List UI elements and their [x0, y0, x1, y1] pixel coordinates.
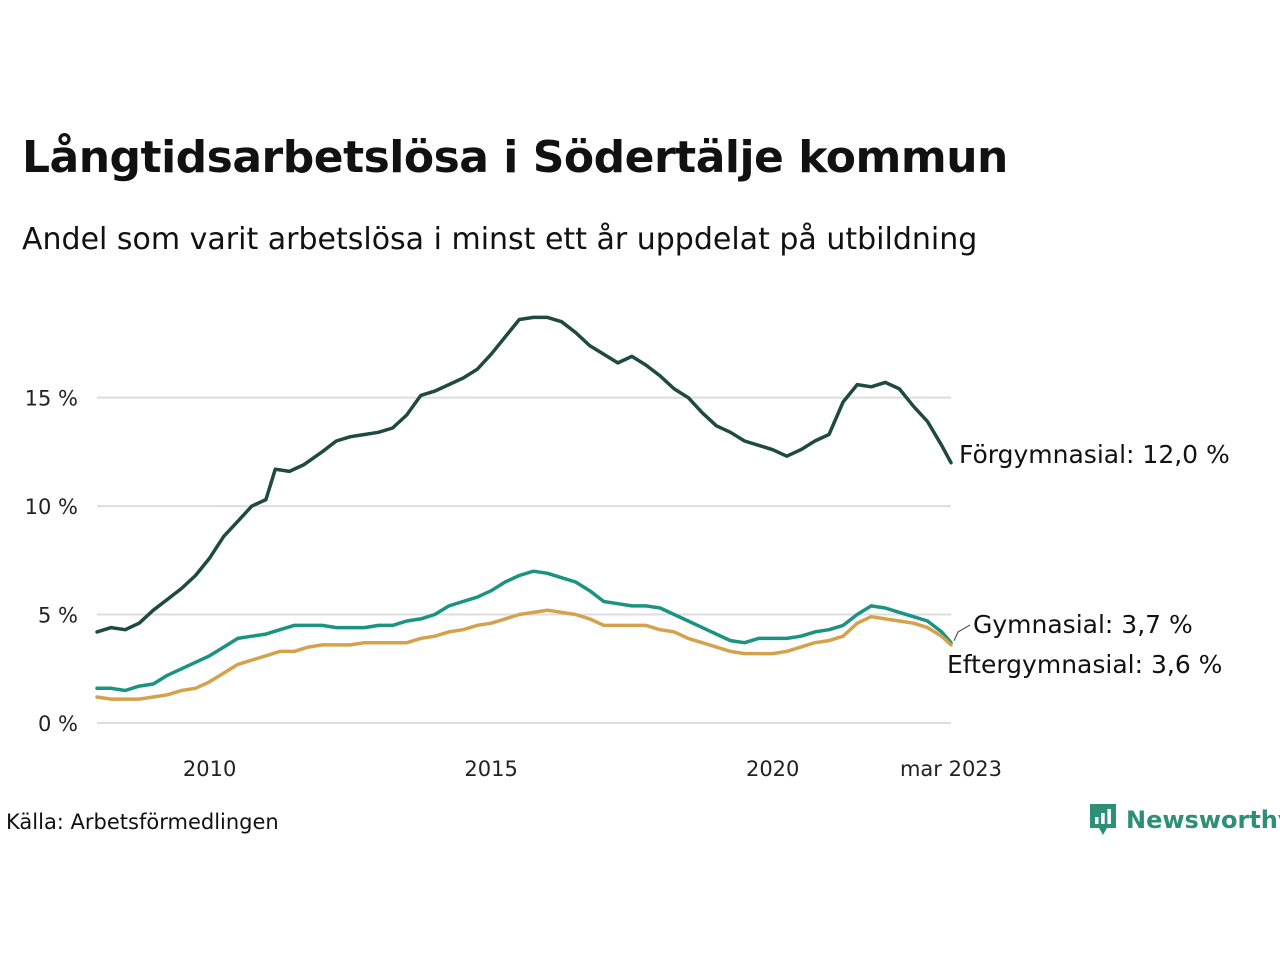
series-line-gymnasial: [95, 569, 953, 693]
x-tick-label: 2010: [183, 757, 236, 781]
series-end-labels: Förgymnasial: 12,0 % Gymnasial: 3,7 % Efte…: [947, 440, 1230, 679]
label-leader-line: [953, 624, 971, 641]
end-label-gymnasial: Gymnasial: 3,7 %: [973, 610, 1193, 639]
series-line-eftergymnasial: [95, 608, 953, 701]
grid-lines: [97, 396, 951, 724]
newsworthy-logo-icon: [1090, 804, 1116, 835]
y-tick-label: 10 %: [25, 495, 78, 519]
x-axis-tick-labels: 2010 2015 2020 mar 2023: [183, 757, 1002, 781]
x-tick-label: 2020: [746, 757, 799, 781]
brand-name: Newsworthy: [1126, 806, 1280, 834]
end-label-eftergymnasial: Eftergymnasial: 3,6 %: [947, 650, 1222, 679]
y-tick-label: 0 %: [38, 712, 78, 736]
end-label-förgymnasial: Förgymnasial: 12,0 %: [959, 440, 1230, 469]
chart-title: Långtidsarbetslösa i Södertälje kommun: [22, 132, 1008, 183]
source-note: Källa: Arbetsförmedlingen: [6, 810, 279, 834]
series-line-förgymnasial: [95, 315, 953, 634]
brand-logo[interactable]: Newsworthy: [1088, 802, 1280, 838]
y-tick-label: 15 %: [25, 387, 78, 411]
y-tick-label: 5 %: [38, 604, 78, 628]
x-tick-label: mar 2023: [900, 757, 1002, 781]
y-axis-tick-labels: 0 % 5 % 10 % 15 %: [25, 387, 78, 736]
x-tick-label: 2015: [464, 757, 517, 781]
series-lines: [95, 315, 953, 701]
chart-subtitle: Andel som varit arbetslösa i minst ett å…: [22, 222, 978, 257]
